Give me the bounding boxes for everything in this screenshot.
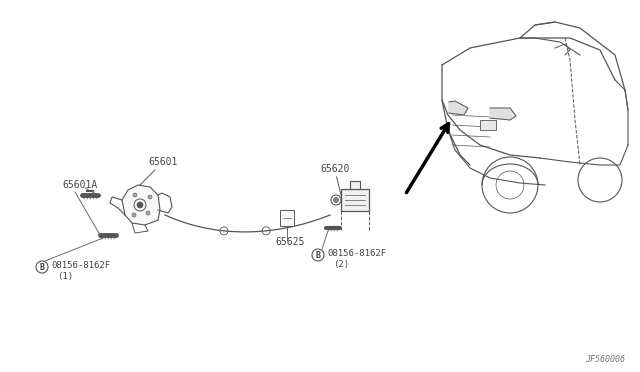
Circle shape [132,213,136,217]
Polygon shape [449,101,468,115]
Text: 65625: 65625 [275,237,305,247]
Text: (2): (2) [333,260,349,269]
Text: 65620: 65620 [320,164,349,195]
Polygon shape [122,185,160,225]
Bar [350,181,360,189]
Bar [280,210,294,226]
Text: B: B [316,250,321,260]
Text: 65601A: 65601A [62,180,97,190]
Circle shape [148,195,152,199]
Text: 08156-8162F: 08156-8162F [51,260,110,269]
Text: JF560006: JF560006 [585,355,625,364]
Bar [341,189,369,211]
Circle shape [137,202,143,208]
Bar [480,120,496,130]
Circle shape [146,211,150,215]
Text: (1): (1) [57,273,73,282]
Text: 08156-8162F: 08156-8162F [327,248,386,257]
Circle shape [333,198,339,202]
Circle shape [133,193,137,197]
Text: 65601: 65601 [140,157,177,185]
Circle shape [312,249,324,261]
Circle shape [36,261,48,273]
Polygon shape [490,108,516,120]
Text: B: B [40,263,45,272]
